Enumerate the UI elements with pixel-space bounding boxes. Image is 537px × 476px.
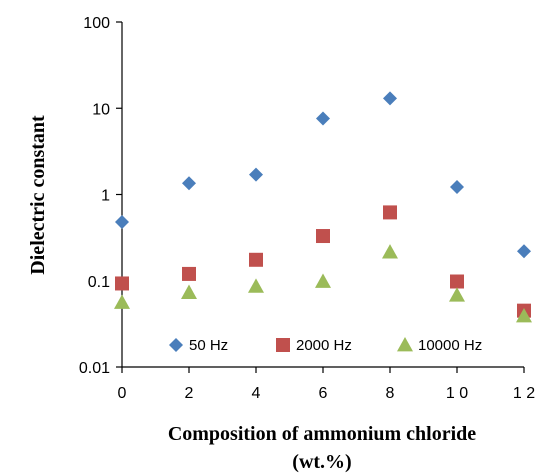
- data-point: [517, 244, 531, 259]
- x-tick-label: 1 0: [446, 385, 468, 402]
- series-1: [115, 205, 531, 318]
- x-tick-label: 4: [252, 385, 261, 402]
- data-point: [182, 176, 196, 191]
- data-point: [383, 205, 397, 220]
- legend-item-1: 2000 Hz: [276, 337, 352, 354]
- data-point: [248, 278, 264, 293]
- data-points: [114, 91, 532, 323]
- y-tick-label: 0.01: [79, 360, 110, 377]
- y-tick-label: 1: [101, 188, 110, 205]
- data-point: [316, 111, 330, 126]
- data-point: [249, 252, 263, 267]
- x-tick-label: 2: [185, 385, 194, 402]
- y-tick-label: 100: [83, 15, 110, 32]
- data-point: [115, 276, 129, 291]
- data-point: [450, 274, 464, 289]
- data-point: [182, 266, 196, 281]
- x-axis-title-line2: (wt.%): [292, 451, 351, 473]
- legend-item-0: 50 Hz: [169, 337, 228, 354]
- x-tick-label: 1 2: [513, 385, 535, 402]
- legend-label: 2000 Hz: [296, 337, 352, 354]
- x-tick-label: 8: [386, 385, 395, 402]
- x-tick-label: 0: [118, 385, 127, 402]
- legend: 50 Hz 2000 Hz 10000 Hz: [169, 337, 482, 354]
- legend-item-2: 10000 Hz: [397, 337, 482, 354]
- data-point: [315, 273, 331, 288]
- x-axis-title-line1: Composition of ammonium chloride: [168, 423, 476, 445]
- data-point: [516, 308, 532, 323]
- data-point: [181, 284, 197, 299]
- y-axis-title: Dielectric constant: [27, 115, 49, 275]
- data-point: [114, 294, 130, 309]
- data-point: [383, 91, 397, 106]
- y-tick-label: 0.1: [88, 274, 110, 291]
- series-2: [114, 244, 532, 323]
- legend-label: 10000 Hz: [418, 337, 482, 354]
- data-point: [382, 244, 398, 259]
- y-tick-label: 10: [92, 101, 110, 118]
- legend-marker: [169, 338, 183, 352]
- legend-label: 50 Hz: [189, 337, 228, 354]
- data-point: [449, 287, 465, 302]
- axes: [121, 22, 524, 368]
- legend-marker: [276, 338, 290, 352]
- data-point: [115, 214, 129, 229]
- data-point: [249, 167, 263, 182]
- data-point: [316, 229, 330, 244]
- data-point: [450, 180, 464, 195]
- x-tick-label: 6: [319, 385, 328, 402]
- legend-marker: [397, 337, 413, 352]
- series-0: [115, 91, 531, 259]
